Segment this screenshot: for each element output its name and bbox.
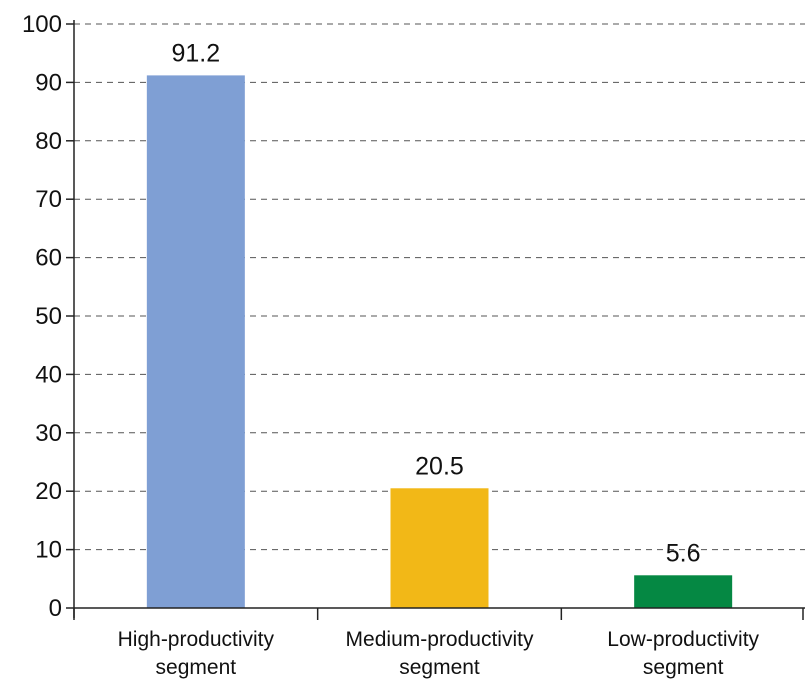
category-label-2: Medium-productivity [346, 628, 534, 651]
bars [146, 75, 733, 609]
axes [73, 20, 805, 618]
bar-3 [634, 575, 733, 608]
x-tick-marks [73, 608, 804, 620]
data-labels: 91.2 20.5 5.6 [171, 39, 700, 567]
category-label-1: segment [156, 656, 237, 679]
data-label-2: 20.5 [415, 452, 464, 480]
data-label-3: 5.6 [666, 539, 701, 567]
y-tick-label: 70 [35, 186, 62, 213]
bar-2 [390, 488, 489, 608]
y-tick-label: 0 [49, 595, 62, 622]
y-tick-label: 50 [35, 303, 62, 330]
y-tick-label: 10 [35, 537, 62, 564]
y-tick-label: 100 [22, 11, 62, 38]
category-label-3: Low-productivity [607, 628, 759, 651]
category-label-3: segment [643, 656, 724, 679]
category-labels: High-productivity segment Medium-productiv… [118, 628, 760, 679]
y-tick-label: 90 [35, 69, 62, 96]
data-label-1: 91.2 [171, 39, 220, 67]
y-tick-label: 30 [35, 420, 62, 447]
y-tick-label: 40 [35, 361, 62, 388]
y-tick-label: 80 [35, 128, 62, 155]
y-tick-labels: 0 10 20 30 40 50 60 70 80 90 100 [22, 11, 74, 622]
category-label-2: segment [399, 656, 480, 679]
bar-1 [146, 75, 245, 609]
y-tick-label: 20 [35, 478, 62, 505]
y-tick-label: 60 [35, 245, 62, 272]
category-label-1: High-productivity [118, 628, 275, 651]
